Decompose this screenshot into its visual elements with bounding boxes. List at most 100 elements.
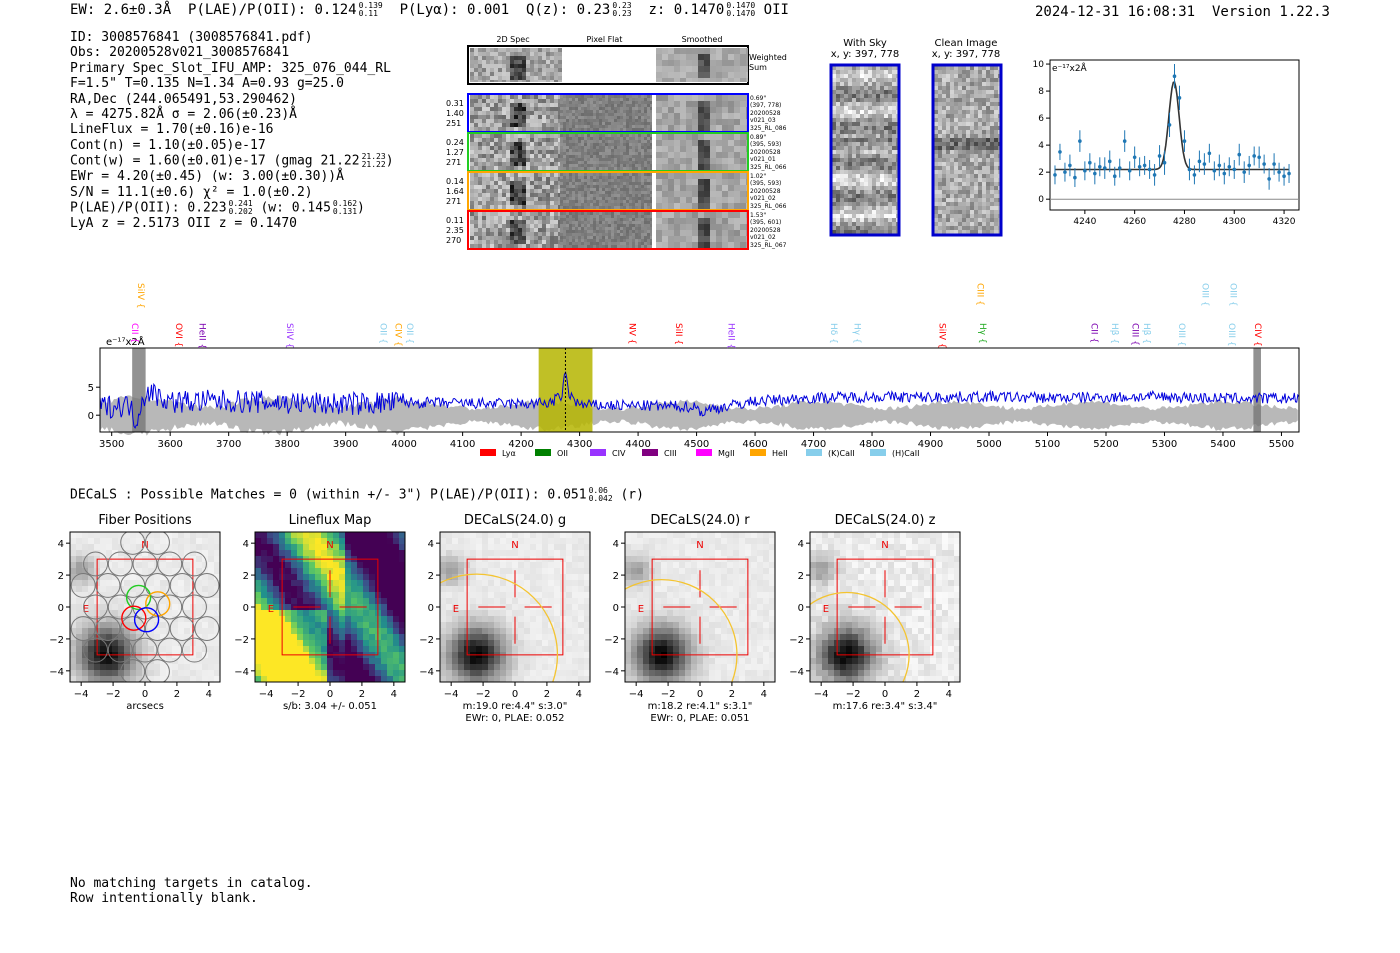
pixel <box>868 114 872 118</box>
pixel <box>554 232 558 236</box>
pixel <box>638 218 641 221</box>
pixel <box>502 173 506 177</box>
pixel <box>602 134 605 137</box>
pixel <box>632 101 635 104</box>
pixel <box>506 244 510 248</box>
pixel <box>974 106 978 110</box>
pixel <box>118 544 124 550</box>
pixel <box>514 193 518 197</box>
pixel <box>686 95 692 101</box>
pixel <box>530 228 534 232</box>
pixel <box>856 90 860 94</box>
fiber-weight: 0.31 <box>446 99 464 108</box>
pixel <box>872 162 876 166</box>
pixel <box>106 580 112 586</box>
pixel <box>70 556 76 562</box>
pixel <box>566 233 569 236</box>
pixel <box>704 179 710 185</box>
pixel <box>623 143 626 146</box>
pixel <box>680 197 686 203</box>
pixel <box>522 189 526 193</box>
pixel <box>538 162 542 166</box>
pixel <box>650 128 652 131</box>
pixel <box>994 106 998 110</box>
pixel <box>978 70 982 74</box>
pixel <box>486 60 490 64</box>
pixel <box>686 134 692 140</box>
pixel <box>554 158 558 162</box>
pixel <box>566 212 569 215</box>
pixel <box>569 113 572 116</box>
pixel <box>602 98 605 101</box>
pixel <box>490 240 494 244</box>
pixel <box>966 194 970 198</box>
pixel <box>590 149 593 152</box>
pixel <box>698 158 704 164</box>
pixel <box>542 216 546 220</box>
pixel <box>575 152 578 155</box>
pixel <box>978 206 982 210</box>
pixel <box>605 242 608 245</box>
pixel <box>982 118 986 122</box>
pixel <box>550 146 554 150</box>
pixel <box>587 146 590 149</box>
pixel <box>106 550 112 556</box>
pixel <box>514 220 518 224</box>
pixel <box>994 142 998 146</box>
pixel <box>575 182 578 185</box>
pixel <box>620 212 623 215</box>
pixel <box>614 236 617 239</box>
pixel <box>542 154 546 158</box>
pixel <box>656 48 662 54</box>
pixel <box>608 98 611 101</box>
pixel <box>550 64 554 68</box>
pixel <box>546 107 550 111</box>
pixel <box>716 218 722 224</box>
pixel <box>644 155 647 158</box>
pixel <box>872 198 876 202</box>
pixel <box>538 240 542 244</box>
pixel <box>647 113 650 116</box>
pixel <box>994 190 998 194</box>
pixel <box>538 193 542 197</box>
pixel <box>852 98 856 102</box>
pixel <box>966 174 970 178</box>
pixel <box>962 106 966 110</box>
pixel <box>632 155 635 158</box>
pixel <box>596 179 599 182</box>
pixel <box>563 104 566 107</box>
pixel <box>563 173 566 176</box>
pixel <box>626 194 629 197</box>
pixel <box>172 532 178 538</box>
pixel <box>950 134 954 138</box>
pixel <box>474 228 478 232</box>
pixel <box>986 198 990 202</box>
pixel <box>522 150 526 154</box>
pixel <box>490 193 494 197</box>
pixel <box>860 130 864 134</box>
pixel <box>530 173 534 177</box>
pixel <box>578 191 581 194</box>
pixel <box>650 224 652 227</box>
pixel <box>100 550 106 556</box>
pixel <box>587 110 590 113</box>
pixel <box>836 158 840 162</box>
pixel <box>490 72 494 76</box>
pixel <box>617 218 620 221</box>
pixel <box>840 126 844 130</box>
pixel <box>974 130 978 134</box>
pixel <box>856 66 860 70</box>
pixel <box>880 210 884 214</box>
pixel <box>593 134 596 137</box>
pixel <box>934 130 938 134</box>
fit-data-point <box>1197 159 1202 164</box>
pixel <box>958 118 962 122</box>
pixel <box>584 101 587 104</box>
pixel <box>518 220 522 224</box>
fiber-weight: 251 <box>446 119 462 128</box>
pixel <box>934 206 938 210</box>
pixel <box>635 122 638 125</box>
pixel <box>880 170 884 174</box>
pixel <box>716 60 722 66</box>
pixel <box>602 119 605 122</box>
